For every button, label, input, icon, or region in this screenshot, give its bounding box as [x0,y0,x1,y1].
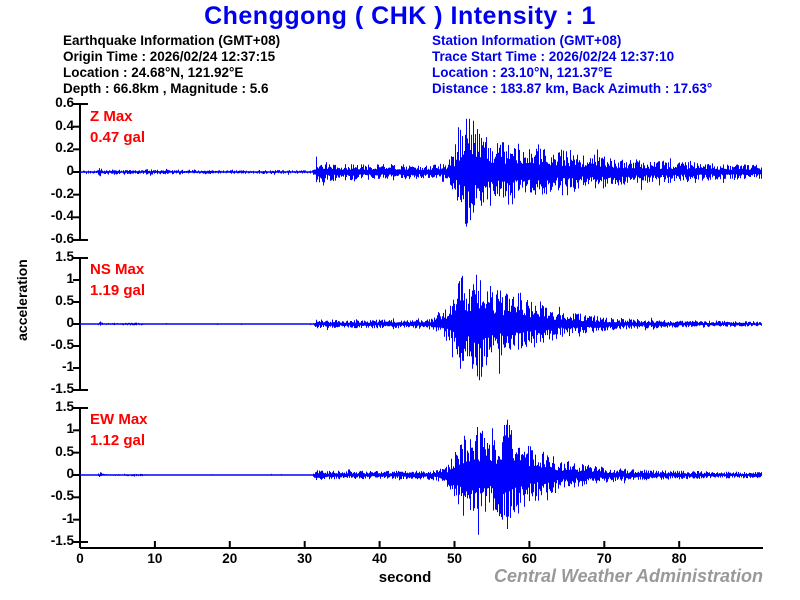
z-y-tick-label: 0.4 [55,117,74,133]
x-tick-label: 10 [147,551,163,566]
ns-y-tick-label: 1.5 [55,249,74,264]
x-axis-label: second [378,569,432,586]
x-tick-label: 30 [297,551,313,566]
ns-y-tick-label: 0 [66,315,74,330]
z-y-tick-label: -0.2 [50,185,74,201]
ew-max-label: EW Max [90,411,148,428]
depth-magnitude: Depth : 66.8km , Magnitude : 5.6 [63,81,269,96]
ns-y-tick-label: -1.5 [50,381,74,396]
z-waveform-trace [80,118,762,227]
z-max-label: Z Max [90,108,133,125]
ns-waveform-trace [80,274,762,381]
z-max-label-block: Z Max 0.47 gal [90,106,145,148]
z-max-value: 0.47 gal [90,129,146,146]
station-info-header: Station Information (GMT+08) [432,33,622,48]
station-info-block: Station Information (GMT+08) Trace Start… [432,33,712,97]
ns-y-tick-label: 0.5 [55,293,74,308]
ns-y-tick-label: -0.5 [50,337,74,352]
x-tick-label: 0 [76,551,84,566]
ns-max-label-block: NS Max 1.19 gal [90,259,145,301]
ew-y-tick-label: -0.5 [50,488,74,504]
distance-back-azimuth: Distance : 183.87 km, Back Azimuth : 17.… [432,81,713,96]
ns-max-label: NS Max [90,261,145,278]
ns-y-tick-label: -1 [61,359,74,374]
ew-y-tick-label: -1 [61,510,74,526]
ew-y-tick-label: 0.5 [55,443,74,459]
x-tick-label: 80 [671,551,687,566]
ew-max-label-block: EW Max 1.12 gal [90,409,148,451]
page-title: Chenggong ( CHK ) Intensity : 1 [204,2,596,30]
x-axis [79,541,763,549]
z-y-tick-label: -0.6 [50,230,74,246]
watermark: Central Weather Administration [493,566,763,586]
z-y-tick-label: 0.2 [55,140,74,156]
ew-max-value: 1.12 gal [90,432,146,449]
epicenter-location: Location : 24.68°N, 121.92°E [63,65,244,80]
ew-y-tick-label: -1.5 [50,533,74,548]
trace-start-time: Trace Start Time : 2026/02/24 12:37:10 [432,49,675,64]
ew-y-tick-label: 1 [66,421,74,437]
x-tick-label: 70 [596,551,612,566]
earthquake-info-block: Earthquake Information (GMT+08) Origin T… [63,33,280,97]
ew-y-tick-label: 1.5 [55,398,74,414]
z-y-tick-label: 0 [66,163,74,178]
z-y-tick-label: 0.6 [55,95,74,111]
ns-max-value: 1.19 gal [90,282,146,299]
origin-time: Origin Time : 2026/02/24 12:37:15 [63,49,276,64]
ns-y-tick-label: 1 [66,271,74,286]
earthquake-info-header: Earthquake Information (GMT+08) [63,33,281,48]
ew-waveform-trace [80,419,762,535]
z-y-tick-label: -0.4 [50,208,74,224]
station-location: Location : 23.10°N, 121.37°E [432,65,613,80]
x-tick-label: 60 [521,551,537,566]
x-tick-label: 40 [372,551,388,566]
x-tick-label: 20 [222,551,238,566]
ew-y-tick-label: 0 [66,466,74,481]
y-axis-label: acceleration [14,259,30,341]
x-tick-label: 50 [446,551,463,566]
